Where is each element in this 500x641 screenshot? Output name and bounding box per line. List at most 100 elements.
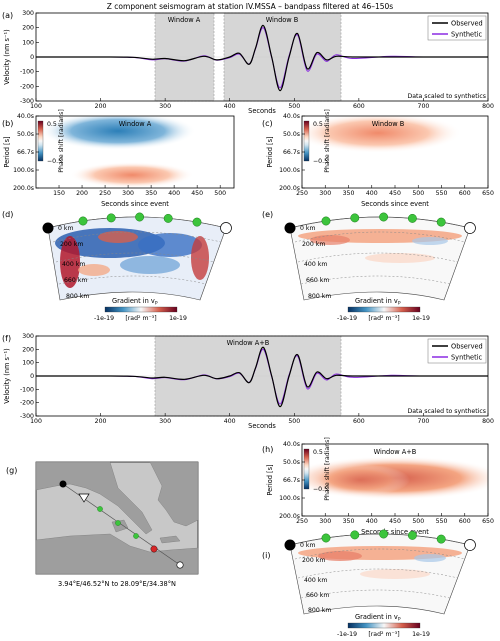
station-marker <box>135 212 145 222</box>
series-observed-line <box>36 24 488 92</box>
x-tick-label: 200 <box>95 418 107 425</box>
x-tick-label: 300 <box>159 418 171 425</box>
x-tick-label: 400 <box>366 190 378 197</box>
y-tick-label: 100 <box>22 39 34 46</box>
depth-i-660: 660 km <box>306 592 329 599</box>
x-tick-label: 600 <box>459 190 471 197</box>
cbar-c-min: −0.5 <box>313 158 328 165</box>
cbar-i-min: -1e-19 <box>337 631 357 638</box>
cbar-b-max: 0.5 <box>47 121 57 128</box>
y-tick-label: 100.0s <box>279 167 300 174</box>
y-tick-label: -200 <box>20 400 34 407</box>
x-tick-label: 450 <box>191 190 203 197</box>
x-tick-label: 500 <box>288 103 300 110</box>
cbar-h-max: 0.5 <box>313 449 323 456</box>
station-marker <box>407 213 417 223</box>
y-tick-label: 200.0s <box>279 513 300 520</box>
station-marker <box>106 213 116 223</box>
panel-label-d: (d) <box>2 210 13 219</box>
panel-c: (c) Window B 0.5 −0.5 Phase shift [radia… <box>262 109 494 208</box>
heatmap-c-positive <box>302 116 462 153</box>
x-tick-label: 800 <box>482 103 494 110</box>
station-marker <box>350 213 360 223</box>
station-marker <box>78 216 88 226</box>
scaled-note-f: Data scaled to synthetics <box>408 408 487 415</box>
receiver-marker-d <box>220 222 232 234</box>
x-tick-label: 150 <box>53 190 65 197</box>
ticks-a: 100 200 300 400 500 600 700 800 300 200 100 0 -100 -2… <box>20 10 494 110</box>
source-marker-i <box>284 539 296 551</box>
title-b: Window A <box>119 120 152 128</box>
depth-d-400: 400 km <box>62 261 85 268</box>
station-marker <box>321 216 331 226</box>
y-tick-label: 40.0s <box>283 441 300 448</box>
panel-d: (d) 0 km 200 km 400 km 660 km 800 km Gra… <box>2 210 232 322</box>
ticks-h: 250 300 350 400 450 500 550 600 650 40.0s 50.0s 66.… <box>279 441 494 525</box>
x-tick-label: 400 <box>224 103 236 110</box>
y-tick-label: 66.7s <box>17 149 34 156</box>
cbar-c-max: 0.5 <box>313 121 323 128</box>
legend-synthetic: Synthetic <box>451 31 483 39</box>
panel-i: (i) 0 km 200 km 400 km 660 km 800 km Gra… <box>262 529 476 638</box>
x-tick-label: 700 <box>418 418 430 425</box>
x-tick-label: 450 <box>389 518 401 525</box>
cbar-d-max: 1e-19 <box>169 315 187 322</box>
source-marker-e <box>284 222 296 234</box>
panel-label-e: (e) <box>262 210 273 219</box>
y-tick-label: 200 <box>22 25 34 32</box>
window-b-label: Window B <box>266 16 299 24</box>
gradient-label-e: Gradient in vP <box>355 297 401 307</box>
ylabel-h: Period [s] <box>266 464 274 495</box>
station-marker <box>379 529 389 539</box>
title-h: Window A+B <box>374 448 417 456</box>
cbar-b-label: Phase shift [radians] <box>58 109 65 173</box>
x-tick-label: 650 <box>482 518 494 525</box>
y-tick-label: 0 <box>30 54 34 61</box>
y-tick-label: 200.0s <box>279 185 300 192</box>
y-tick-label: 66.7s <box>283 149 300 156</box>
ylabel-f: Velocity (nm s⁻¹) <box>3 348 11 403</box>
x-tick-label: 100 <box>30 418 42 425</box>
x-tick-label: 500 <box>214 190 226 197</box>
station-marker <box>192 217 202 227</box>
x-tick-label: 250 <box>296 190 308 197</box>
x-tick-label: 800 <box>482 418 494 425</box>
x-tick-label: 450 <box>389 190 401 197</box>
x-tick-label: 300 <box>319 518 331 525</box>
depth-d-660: 660 km <box>64 277 87 284</box>
depth-e-0: 0 km <box>300 225 316 232</box>
y-tick-label: -100 <box>20 386 34 393</box>
y-tick-label: 100.0s <box>279 495 300 502</box>
x-tick-label: 400 <box>366 518 378 525</box>
depth-d-200: 200 km <box>60 241 83 248</box>
series-group-f <box>35 346 489 408</box>
cbar-e-min: -1e-19 <box>337 315 357 322</box>
station-marker <box>163 213 173 223</box>
cbar-h-label: Phase shift [radians] <box>324 437 331 501</box>
ylabel-a: Velocity (nm s⁻¹) <box>3 29 11 84</box>
x-tick-label: 350 <box>343 190 355 197</box>
x-tick-label: 200 <box>95 103 107 110</box>
depth-e-800: 800 km <box>308 293 331 300</box>
map-station-1 <box>97 506 103 512</box>
y-tick-label: 200 <box>22 346 34 353</box>
heatmap-b-positive <box>70 162 194 188</box>
y-tick-label: 300 <box>22 333 34 340</box>
top-title: Z component seismogram at station IV.MSS… <box>107 2 394 11</box>
map-caption: 3.94°E/46.52°N to 28.09°E/34.38°N <box>58 580 176 588</box>
x-tick-label: 250 <box>296 518 308 525</box>
xlabel-h: Seconds since event <box>361 528 429 536</box>
xlabel-c: Seconds since event <box>361 200 429 208</box>
panel-g: (g) 3.94°E/46.52°N to 28.09°E/34.38°N <box>6 461 199 588</box>
y-tick-label: 50.0s <box>283 131 300 138</box>
heatmap-b-negative <box>40 116 196 150</box>
stations-e <box>321 212 446 227</box>
panel-label-g: (g) <box>6 466 17 475</box>
panel-h: (h) Window A+B 0.5 −0.5 Phase shift [rad… <box>262 437 494 536</box>
cbar-e-max: 1e-19 <box>412 315 430 322</box>
station-marker <box>350 530 360 540</box>
y-tick-label: 50.0s <box>283 459 300 466</box>
y-tick-label: 50.0s <box>17 131 34 138</box>
colorbar-b <box>37 120 44 162</box>
series-observed-line <box>36 346 488 408</box>
